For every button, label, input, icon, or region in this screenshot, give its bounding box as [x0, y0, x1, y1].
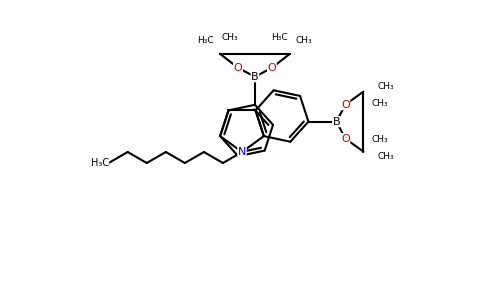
Text: O: O [268, 63, 276, 73]
Text: H₃C: H₃C [91, 158, 108, 168]
Text: CH₃: CH₃ [296, 36, 312, 45]
Text: CH₃: CH₃ [378, 82, 394, 91]
Text: CH₃: CH₃ [378, 152, 394, 161]
Text: O: O [341, 134, 350, 144]
Text: B: B [251, 72, 259, 82]
Text: CH₃: CH₃ [371, 99, 388, 108]
Text: H₃C: H₃C [197, 36, 214, 45]
Text: H₃C: H₃C [272, 33, 288, 42]
Text: CH₃: CH₃ [371, 135, 388, 144]
Text: N: N [238, 147, 246, 157]
Text: B: B [333, 117, 340, 127]
Text: O: O [341, 100, 350, 110]
Text: O: O [234, 63, 242, 73]
Text: CH₃: CH₃ [222, 33, 238, 42]
